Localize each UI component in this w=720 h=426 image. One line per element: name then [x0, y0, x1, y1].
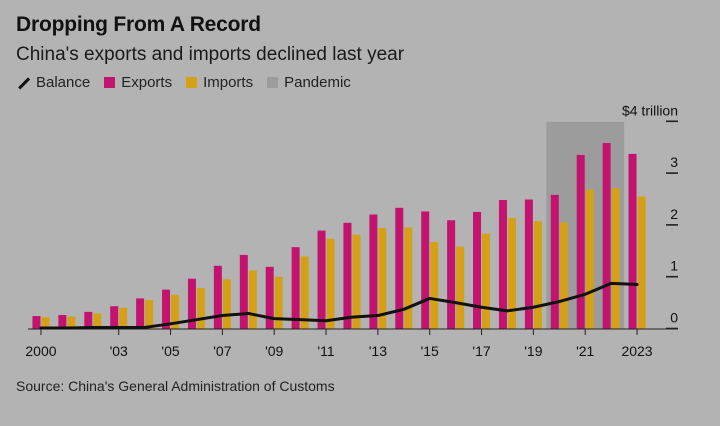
imports-swatch-icon [186, 77, 198, 88]
imports-bar-2019 [533, 221, 542, 329]
exports-bar-2005 [162, 289, 171, 329]
exports-bar-2003 [110, 306, 119, 329]
x-tick-label-2005: '05 [161, 343, 179, 359]
imports-bar-2004 [145, 299, 154, 329]
exports-bar-2021 [576, 154, 585, 329]
x-tick-label-2013: '13 [369, 343, 387, 359]
exports-bar-2001 [58, 315, 67, 329]
y-tick-label-4: $4 trillion [622, 102, 678, 118]
exports-bar-2023 [628, 153, 637, 329]
exports-bar-2011 [317, 230, 326, 329]
imports-bar-2023 [637, 196, 646, 329]
exports-bar-2018 [498, 200, 507, 329]
exports-bar-2016 [447, 220, 456, 329]
y-tick-label-2: 2 [670, 206, 678, 222]
imports-bar-2003 [119, 307, 128, 329]
imports-bar-2000 [41, 317, 50, 329]
imports-bar-2020 [559, 222, 568, 329]
imports-bar-2015 [430, 241, 439, 329]
chart-subtitle: China's exports and imports declined las… [16, 44, 405, 65]
exports-bar-2014 [395, 207, 404, 329]
balance-line [39, 281, 639, 330]
imports-bar-2010 [300, 256, 309, 329]
y-tick-label-3: 3 [670, 154, 678, 170]
x-tick-label-2003: '03 [110, 343, 128, 359]
legend-label-balance: Balance [36, 74, 91, 91]
source-note: Source: China's General Administration o… [16, 378, 335, 394]
imports-bar-2009 [274, 276, 283, 329]
legend-item-pandemic: Pandemic [267, 74, 351, 91]
x-tick-label-2019: '19 [524, 343, 542, 359]
legend-label-exports: Exports [121, 74, 173, 91]
imports-bar-2012 [352, 234, 361, 329]
x-tick-label-2023: 2023 [621, 343, 652, 359]
imports-bar-2022 [611, 188, 620, 329]
imports-bar-2008 [248, 270, 257, 329]
exports-bar-2002 [84, 311, 93, 329]
exports-swatch-icon [104, 77, 116, 88]
imports-bar-2021 [585, 189, 594, 329]
legend-item-imports: Imports [186, 74, 253, 91]
imports-bar-2017 [482, 233, 491, 329]
exports-bar-2012 [343, 222, 352, 329]
imports-bar-2002 [93, 313, 102, 329]
pandemic-swatch-icon [267, 77, 279, 88]
imports-bar-2007 [222, 279, 231, 329]
imports-bar-2016 [456, 246, 465, 329]
imports-bar-2005 [171, 294, 180, 329]
x-tick-label-2011: '11 [317, 343, 334, 359]
x-tick-label-2007: '07 [213, 343, 231, 359]
exports-bar-2010 [291, 247, 300, 329]
legend-item-exports: Exports [104, 74, 172, 91]
x-tick-label-2021: '21 [576, 343, 594, 359]
y-tick-label-1: 1 [670, 258, 678, 274]
x-tick-label-2017: '17 [472, 343, 490, 359]
imports-bar-2014 [404, 227, 413, 329]
exports-bar-2017 [473, 211, 482, 329]
exports-bar-2013 [369, 214, 378, 329]
legend-item-balance: Balance [16, 74, 90, 91]
imports-bar-2006 [196, 288, 205, 329]
exports-bar-2006 [187, 278, 196, 329]
exports-bar-2009 [265, 266, 274, 329]
imports-bar-2018 [507, 218, 516, 329]
exports-bar-2020 [550, 194, 559, 329]
exports-bar-2004 [136, 298, 145, 329]
exports-bar-2008 [239, 254, 248, 329]
imports-bar-2013 [378, 227, 387, 329]
exports-bar-2007 [213, 265, 222, 329]
imports-bar-2001 [67, 316, 76, 329]
exports-bar-2015 [421, 211, 430, 329]
exports-bar-2019 [524, 199, 533, 329]
x-tick-label-2009: '09 [265, 343, 283, 359]
imports-bar-2011 [326, 238, 335, 329]
x-tick-label-2015: '15 [421, 343, 439, 359]
legend-label-pandemic: Pandemic [284, 74, 351, 91]
x-tick-label-2000: 2000 [25, 343, 56, 359]
exports-bar-2022 [602, 143, 611, 329]
exports-bar-2000 [32, 316, 41, 329]
chart-title: Dropping From A Record [16, 13, 261, 36]
y-tick-label-0: 0 [670, 310, 678, 326]
legend: Balance Exports Imports Pandemic [16, 74, 365, 91]
legend-label-imports: Imports [203, 74, 254, 91]
